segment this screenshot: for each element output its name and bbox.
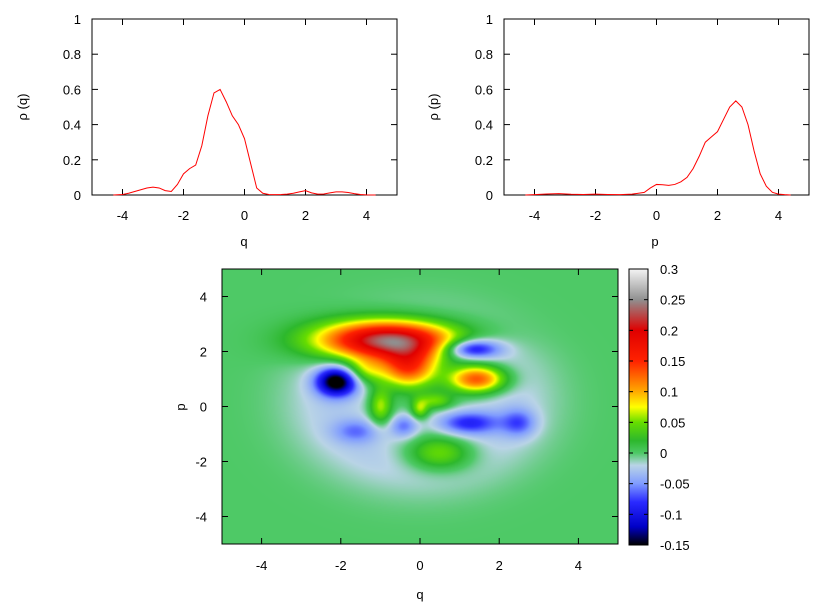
- rho-q-y-ticks: 0 0.2 0.4 0.6 0.8 1: [63, 12, 397, 203]
- colorbar-tick-label: -0.15: [660, 538, 690, 553]
- rho-q-x-ticks: -4 -2 0 2 4: [117, 19, 370, 223]
- rho-p-y-tick-label: 0.8: [475, 47, 493, 62]
- heatmap-y-tick-label: -4: [195, 510, 207, 525]
- heatmap-x-tick-label: 4: [575, 558, 582, 573]
- rho-p-y-tick-label: 0.4: [475, 118, 493, 133]
- colorbar-tick-label: 0.1: [660, 385, 678, 400]
- rho-p-x-tick-label: 2: [714, 208, 721, 223]
- rho-p-x-axis-label: p: [651, 234, 658, 249]
- rho-p-x-tick-label: 4: [775, 208, 782, 223]
- rho-q-y-tick-label: 0: [74, 188, 81, 203]
- rho-p-x-tick-label: -4: [529, 208, 541, 223]
- rho-q-plot-frame: [91, 18, 398, 196]
- rho-p-y-tick-label: 0.6: [475, 82, 493, 97]
- rho-p-y-tick-label: 1: [486, 12, 493, 27]
- rho-p-x-ticks: -4 -2 0 2 4: [529, 19, 782, 223]
- heatmap-x-tick-label: -4: [256, 558, 268, 573]
- heatmap-y-tick-label: 2: [200, 345, 207, 360]
- rho-q-y-tick-label: 0.4: [63, 118, 81, 133]
- heatmap-x-axis-label: q: [416, 587, 423, 602]
- colorbar-tick-label: 0.3: [660, 262, 678, 277]
- heatmap-x-tick-label: 0: [416, 558, 423, 573]
- heatmap-x-ticks: -4 -2 0 2 4: [256, 269, 582, 573]
- heatmap-y-tick-label: -2: [195, 455, 207, 470]
- colorbar-tick-label: -0.1: [660, 507, 682, 522]
- rho-p-curve: [525, 100, 791, 196]
- heatmap-y-axis-label: p: [173, 403, 188, 410]
- colorbar-ticks: 0.3 0.25 0.2 0.15 0.1 0.05 0 -0.05 -0.1 -0.15: [629, 262, 690, 553]
- rho-p-x-tick-label: 0: [653, 208, 660, 223]
- heatmap-y-tick-label: 0: [200, 400, 207, 415]
- heatmap-x-tick-label: 2: [496, 558, 503, 573]
- colorbar-tick-label: 0.05: [660, 415, 685, 430]
- colorbar-tick-label: 0.25: [660, 293, 685, 308]
- rho-q-plot: 0 0.2 0.4 0.6 0.8 1 -4 -2 0 2 4 q ρ (q): [15, 12, 398, 249]
- colorbar-tick-label: -0.05: [660, 477, 690, 492]
- rho-q-y-tick-label: 0.2: [63, 153, 81, 168]
- rho-q-x-tick-label: 4: [363, 208, 370, 223]
- rho-q-curve: [113, 88, 376, 196]
- rho-p-plot: 0 0.2 0.4 0.6 0.8 1 -4 -2 0 2 4 p ρ (p): [426, 12, 810, 249]
- colorbar-tick-label: 0.15: [660, 354, 685, 369]
- rho-p-y-axis-label: ρ (p): [426, 94, 441, 121]
- rho-q-y-tick-label: 1: [74, 12, 81, 27]
- colorbar-tick-label: 0: [660, 446, 667, 461]
- rho-q-y-tick-label: 0.8: [63, 47, 81, 62]
- heatmap-image: [222, 269, 618, 544]
- rho-p-y-tick-label: 0: [486, 188, 493, 203]
- rho-q-x-tick-label: -4: [117, 208, 129, 223]
- rho-q-x-axis-label: q: [240, 234, 247, 249]
- colorbar: 0.3 0.25 0.2 0.15 0.1 0.05 0 -0.05 -0.1 -0.15: [628, 262, 690, 553]
- rho-p-y-ticks: 0 0.2 0.4 0.6 0.8 1: [475, 12, 809, 203]
- wigner-heatmap: -4 -2 0 2 4 -4 -2 0 2 4 q p: [173, 268, 619, 602]
- colorbar-gradient: [628, 268, 649, 546]
- heatmap-y-ticks: -4 -2 0 2 4: [195, 290, 618, 525]
- rho-q-x-tick-label: 2: [302, 208, 309, 223]
- rho-p-y-tick-label: 0.2: [475, 153, 493, 168]
- heatmap-x-tick-label: -2: [335, 558, 347, 573]
- rho-q-x-tick-label: 0: [241, 208, 248, 223]
- rho-p-plot-frame: [503, 18, 810, 196]
- heatmap-y-tick-label: 4: [200, 290, 207, 305]
- colorbar-tick-label: 0.2: [660, 323, 678, 338]
- rho-q-x-tick-label: -2: [178, 208, 190, 223]
- rho-q-y-tick-label: 0.6: [63, 82, 81, 97]
- rho-p-x-tick-label: -2: [590, 208, 602, 223]
- rho-q-y-axis-label: ρ (q): [15, 94, 30, 121]
